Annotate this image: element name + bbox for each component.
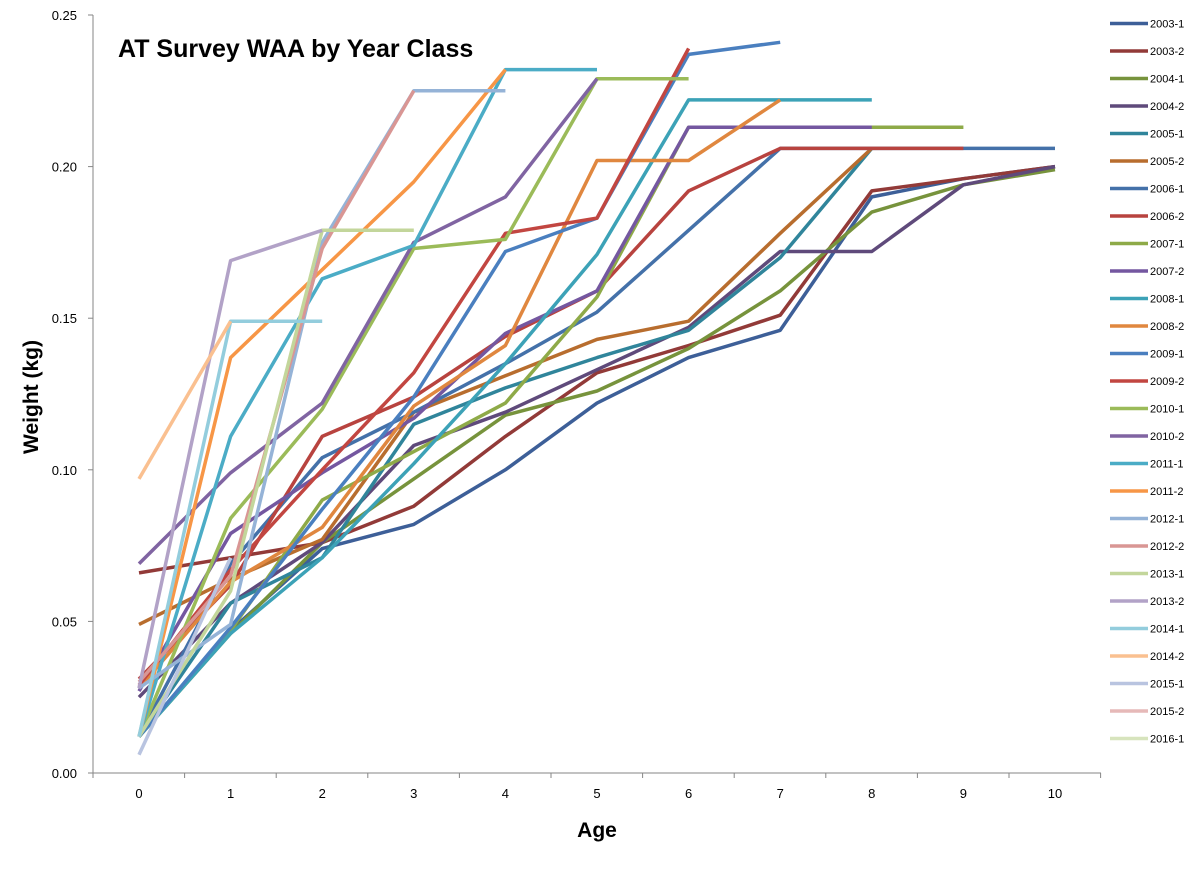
legend-label-2007-2: 2007-2	[1150, 266, 1184, 278]
legend-label-2005-2: 2005-2	[1150, 156, 1184, 168]
series-line-2007-1	[137, 125, 964, 738]
x-axis-title: Age	[577, 819, 617, 842]
legend-label-2011-2: 2011-2	[1150, 486, 1183, 498]
legend-label-2006-1: 2006-1	[1150, 184, 1184, 196]
legend-label-2012-1: 2012-1	[1150, 514, 1184, 526]
legend-label-2016-1: 2016-1	[1150, 734, 1184, 746]
series-line-2013-1	[137, 228, 414, 738]
legend-label-2008-2: 2008-2	[1150, 321, 1184, 333]
legend-label-2013-1: 2013-1	[1150, 569, 1184, 581]
x-tick-label: 3	[410, 786, 417, 801]
series-line-2008-1	[137, 98, 872, 738]
legend-label-2004-1: 2004-1	[1150, 74, 1184, 86]
y-tick-label: 0.25	[52, 8, 77, 23]
series-line-2011-2	[137, 68, 507, 738]
x-tick-label: 8	[868, 786, 875, 801]
legend-label-2003-2: 2003-2	[1150, 46, 1184, 58]
x-tick-label: 1	[227, 786, 234, 801]
legend-label-2004-2: 2004-2	[1150, 101, 1184, 113]
legend-label-2003-1: 2003-1	[1150, 19, 1184, 31]
legend-label-2011-1: 2011-1	[1150, 459, 1183, 471]
y-tick-label: 0.15	[52, 311, 77, 326]
legend-label-2012-2: 2012-2	[1150, 541, 1184, 553]
legend-label-2009-2: 2009-2	[1150, 376, 1184, 388]
legend-label-2007-1: 2007-1	[1150, 239, 1184, 251]
x-tick-label: 10	[1048, 786, 1062, 801]
legend-label-2005-1: 2005-1	[1150, 129, 1184, 141]
x-tick-label: 0	[135, 786, 142, 801]
x-tick-label: 7	[777, 786, 784, 801]
series-line-2013-2	[137, 228, 323, 689]
series-line-2007-2	[137, 125, 872, 692]
legend-label-2010-1: 2010-1	[1150, 404, 1184, 416]
legend-label-2006-2: 2006-2	[1150, 211, 1184, 223]
y-axis-title: Weight (kg)	[20, 340, 43, 454]
legend-label-2013-2: 2013-2	[1150, 596, 1184, 608]
x-tick-label: 5	[593, 786, 600, 801]
legend: 2003-1 2003-2 2004-1 2004-2 2005-1 2005-2 2006…	[1110, 19, 1184, 746]
series-line-2008-2	[137, 98, 782, 690]
series-line-2004-2	[137, 164, 1056, 699]
chart-title: AT Survey WAA by Year Class	[118, 35, 473, 63]
series-line-2006-1	[137, 146, 1055, 738]
series-line-2015-1	[137, 556, 233, 756]
x-tick-label: 9	[960, 786, 967, 801]
x-tick-label: 2	[319, 786, 326, 801]
legend-label-2009-1: 2009-1	[1150, 349, 1184, 361]
series-line-2009-1	[137, 40, 781, 738]
series-line-2012-2	[137, 89, 416, 684]
y-axis-ticks: 0.00 0.05 0.10 0.15 0.20 0.25	[52, 8, 93, 781]
legend-label-2015-1: 2015-1	[1150, 679, 1184, 691]
legend-label-2014-1: 2014-1	[1150, 624, 1184, 636]
x-axis-ticks: 0 1 2 3 4 5 6 7 8 9 10	[92, 773, 1102, 801]
y-tick-label: 0.00	[52, 766, 77, 781]
x-tick-label: 4	[502, 786, 509, 801]
series-line-2011-1	[137, 67, 597, 738]
series-line-2003-1	[137, 164, 1056, 738]
legend-label-2008-1: 2008-1	[1150, 294, 1184, 306]
series-line-2014-2	[137, 320, 233, 480]
axes	[92, 15, 1101, 774]
x-tick-label: 6	[685, 786, 692, 801]
legend-label-2015-2: 2015-2	[1150, 706, 1184, 718]
legend-label-2010-2: 2010-2	[1150, 431, 1184, 443]
y-tick-label: 0.10	[52, 463, 77, 478]
y-tick-label: 0.05	[52, 614, 77, 629]
legend-label-2014-2: 2014-2	[1150, 651, 1184, 663]
series-line-2012-1	[138, 89, 506, 690]
series-lines	[137, 40, 1056, 756]
y-tick-label: 0.20	[52, 160, 77, 175]
